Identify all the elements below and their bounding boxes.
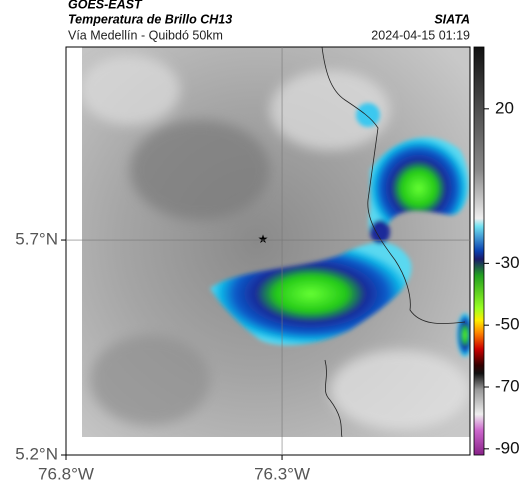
datetime: 2024-04-15 01:19 bbox=[371, 28, 470, 42]
region: Vía Medellín - Quibdó 50km bbox=[68, 28, 223, 42]
colorbar bbox=[473, 46, 485, 456]
source: SIATA bbox=[434, 12, 470, 26]
product: Temperatura de Brillo CH13 bbox=[68, 12, 232, 26]
colorbar-label: -70 bbox=[495, 376, 520, 395]
city-marker: ★ bbox=[258, 232, 269, 246]
lat-label: 5.7°N bbox=[15, 230, 58, 249]
lon-label: 76.8°W bbox=[38, 464, 94, 483]
colorbar-label: -50 bbox=[495, 315, 520, 334]
satellite-image bbox=[82, 47, 470, 437]
map-frame bbox=[65, 46, 471, 456]
satellite: GOES-EAST bbox=[68, 0, 143, 11]
colorbar-label: -30 bbox=[495, 253, 520, 272]
colorbar-label: 20 bbox=[495, 98, 514, 117]
colorbar-label: -90 bbox=[495, 438, 520, 457]
lat-label: 5.2°N bbox=[15, 444, 58, 463]
lon-label: 76.3°W bbox=[254, 464, 310, 483]
